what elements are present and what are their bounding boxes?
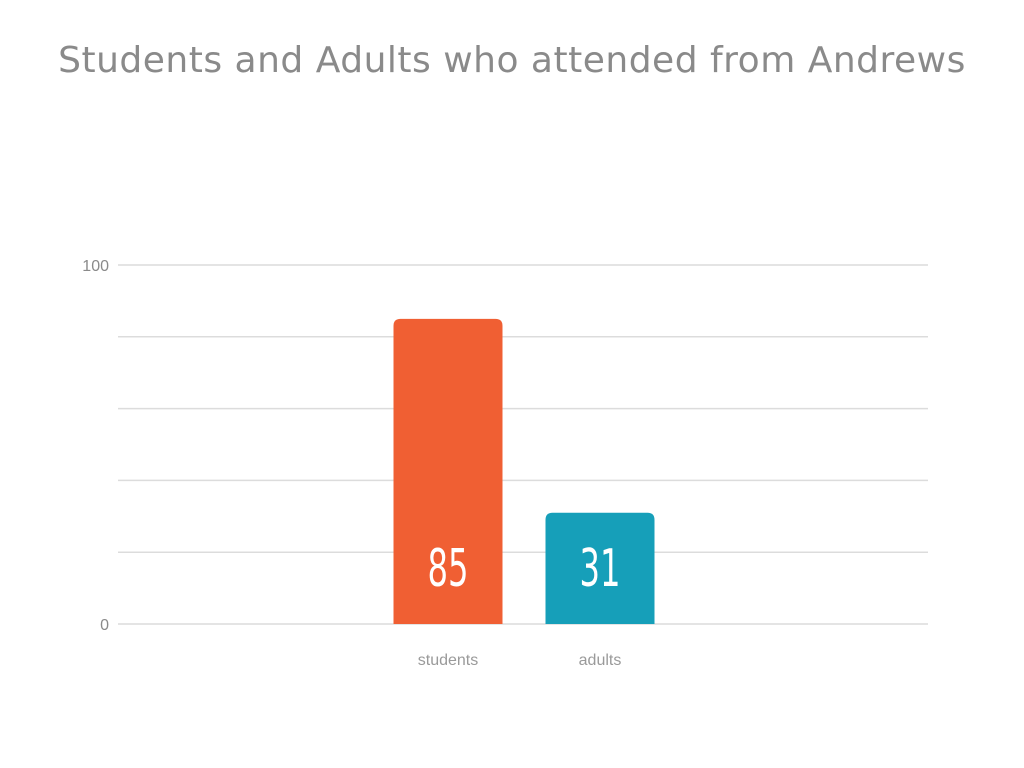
data-label: 31 — [579, 539, 620, 599]
bar-students — [393, 318, 503, 624]
category-label: adults — [579, 652, 622, 669]
data-label: 85 — [427, 539, 468, 599]
category-labels: students adults — [418, 652, 622, 669]
bars: 85 31 — [393, 318, 655, 624]
chart-title: Students and Adults who attended from An… — [58, 40, 966, 81]
y-tick-label: 100 — [82, 258, 109, 275]
category-label: students — [418, 652, 478, 669]
y-axis-ticks: 0 100 — [82, 258, 109, 634]
gridlines — [118, 264, 928, 625]
bar-adults — [545, 512, 655, 624]
y-tick-label: 0 — [100, 617, 109, 634]
